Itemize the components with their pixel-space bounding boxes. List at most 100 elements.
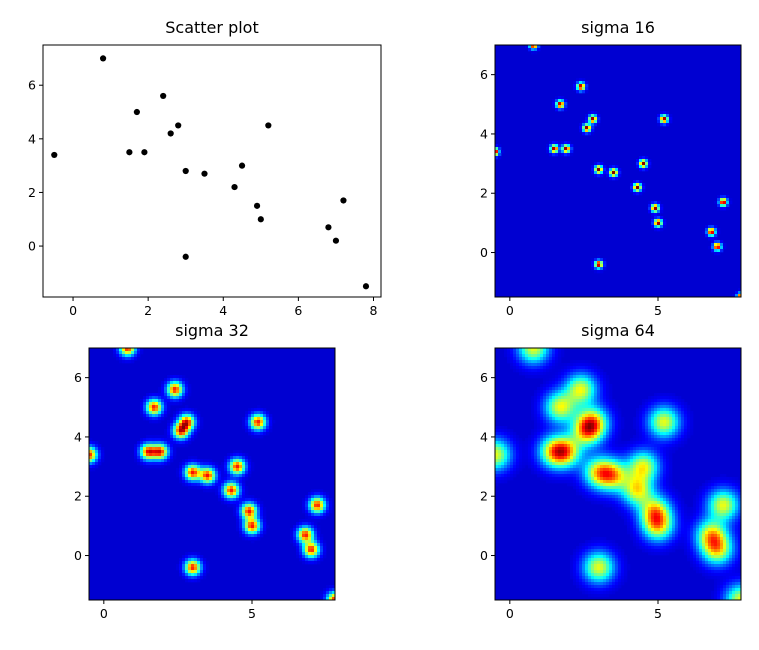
heatmap-cell — [603, 393, 607, 397]
heatmap-cell — [639, 183, 643, 187]
heatmap-cell — [552, 99, 556, 103]
heatmap-cell — [738, 516, 741, 520]
heatmap-cell — [540, 387, 544, 391]
heatmap-cell — [254, 414, 258, 418]
heatmap-cell — [167, 399, 171, 403]
heatmap-cell — [636, 429, 640, 433]
heatmap-cell — [176, 396, 180, 400]
heatmap-cell — [717, 504, 721, 508]
heatmap-cell — [317, 537, 321, 541]
heatmap-cell — [642, 525, 646, 529]
heatmap-cell — [501, 459, 505, 463]
heatmap-cell — [585, 429, 589, 433]
heatmap-cell — [654, 405, 658, 409]
heatmap-cell — [585, 117, 589, 121]
heatmap-cell — [663, 516, 667, 520]
heatmap-cell — [233, 507, 237, 511]
heatmap-cell — [137, 456, 141, 460]
heatmap-cell — [498, 426, 502, 430]
heatmap-cell — [188, 567, 192, 571]
heatmap-cell — [606, 462, 610, 466]
heatmap-cell — [690, 411, 694, 415]
heatmap-cell — [654, 540, 658, 544]
heatmap-cell — [531, 471, 535, 475]
heatmap-cell — [510, 360, 514, 364]
heatmap-cell — [206, 570, 210, 574]
heatmap-cell — [230, 504, 234, 508]
heatmap-cell — [600, 465, 604, 469]
heatmap-cell — [513, 435, 517, 439]
heatmap-cell — [203, 474, 207, 478]
heatmap-cell — [600, 402, 604, 406]
heatmap-cell — [636, 519, 640, 523]
heatmap-cell — [711, 510, 715, 514]
heatmap-cell — [633, 534, 637, 538]
heatmap-cell — [633, 183, 637, 187]
heatmap-cell — [167, 420, 171, 424]
heatmap-cell — [564, 381, 568, 385]
heatmap-cell — [299, 531, 303, 535]
y-tick-label: 4 — [480, 126, 488, 141]
heatmap-cell — [648, 420, 652, 424]
heatmap-cell — [537, 474, 541, 478]
heatmap-cell — [678, 432, 682, 436]
heatmap-cell — [185, 417, 189, 421]
heatmap-cell — [588, 438, 592, 442]
heatmap-cell — [576, 423, 580, 427]
heatmap-cell — [567, 405, 571, 409]
heatmap-cell — [654, 510, 658, 514]
heatmap-cell — [627, 471, 631, 475]
heatmap-cell — [645, 483, 649, 487]
heatmap-cell — [594, 363, 598, 367]
heatmap-cell — [576, 546, 580, 550]
heatmap-cell — [176, 390, 180, 394]
heatmap-cell — [645, 513, 649, 517]
heatmap-cell — [582, 372, 586, 376]
heatmap-cell — [588, 363, 592, 367]
heatmap-cell — [594, 552, 598, 556]
heatmap-cell — [543, 411, 547, 415]
heatmap-cell — [501, 441, 505, 445]
heatmap-cell — [636, 420, 640, 424]
heatmap-cell — [296, 522, 300, 526]
heatmap-cell — [239, 480, 243, 484]
heatmap-cell — [636, 180, 640, 184]
heatmap-cell — [690, 540, 694, 544]
heatmap-cell — [729, 483, 733, 487]
heatmap-cell — [525, 447, 529, 451]
heatmap-cell — [579, 387, 583, 391]
heatmap-cell — [645, 405, 649, 409]
heatmap-cell — [612, 177, 616, 181]
heatmap-cell — [576, 396, 580, 400]
heatmap-cell — [579, 381, 583, 385]
heatmap-cell — [705, 507, 709, 511]
heatmap-cell — [645, 522, 649, 526]
heatmap-cell — [227, 477, 231, 481]
heatmap-cell — [558, 459, 562, 463]
heatmap-cell — [720, 492, 724, 496]
heatmap-cell — [188, 471, 192, 475]
heatmap-cell — [555, 423, 559, 427]
heatmap-cell — [720, 507, 724, 511]
heatmap-cell — [729, 534, 733, 538]
heatmap-cell — [564, 402, 568, 406]
heatmap-cell — [320, 540, 324, 544]
heatmap-cell — [663, 225, 667, 229]
heatmap-cell — [660, 411, 664, 415]
heatmap-cell — [173, 378, 177, 382]
heatmap-cell — [720, 510, 724, 514]
heatmap-cell — [642, 168, 646, 172]
heatmap-cell — [552, 471, 556, 475]
heatmap-cell — [194, 462, 198, 466]
heatmap-cell — [567, 378, 571, 382]
heatmap-cell — [170, 435, 174, 439]
heatmap-cell — [639, 438, 643, 442]
heatmap-cell — [600, 462, 604, 466]
heatmap-cell — [155, 444, 159, 448]
heatmap-cell — [729, 555, 733, 559]
heatmap-cell — [549, 153, 553, 157]
heatmap-cell — [534, 402, 538, 406]
heatmap-cell — [546, 381, 550, 385]
heatmap-cell — [651, 534, 655, 538]
heatmap-cell — [723, 525, 727, 529]
